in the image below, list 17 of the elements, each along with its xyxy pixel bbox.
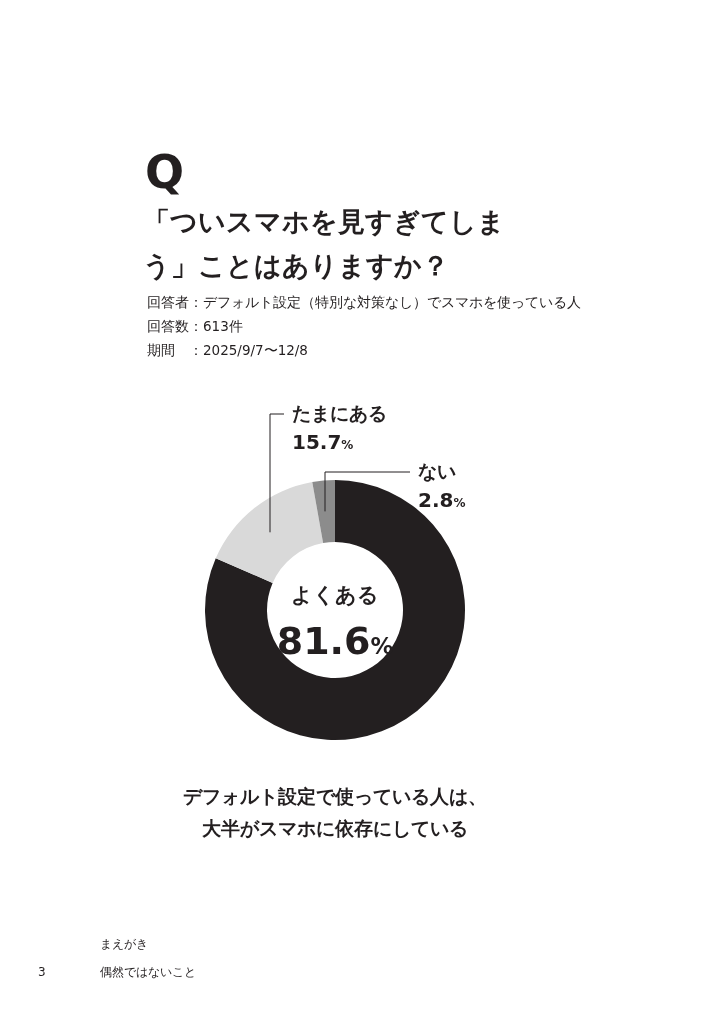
data-label: 15.7% <box>292 430 354 454</box>
text: 偶然ではないこと <box>100 965 196 979</box>
slice-label: ない <box>418 460 456 482</box>
chart-subtitle: 「ついスマホを見すぎてしまう」ことはありますか？ <box>143 205 506 283</box>
text: 回答数：613件 <box>147 318 243 334</box>
slice-label: よくある <box>291 583 379 607</box>
data-label: 2.8% <box>418 488 466 512</box>
donut-slice <box>205 480 465 740</box>
donut-slice <box>215 482 324 583</box>
text: デフォルト設定で使っている人は、大半がスマホに依存にしている <box>182 784 488 841</box>
text: 回答者：デフォルト設定（特別な対策なし）でスマホを使っている人 <box>147 294 581 310</box>
text: 期間 ：2025/9/7〜12/8 <box>147 342 308 358</box>
slice-label: たまにある <box>292 402 387 424</box>
text: まえがき <box>100 937 148 951</box>
donut-slice <box>312 480 335 544</box>
text: 3 <box>38 965 46 979</box>
chart-title: Q <box>145 145 185 199</box>
